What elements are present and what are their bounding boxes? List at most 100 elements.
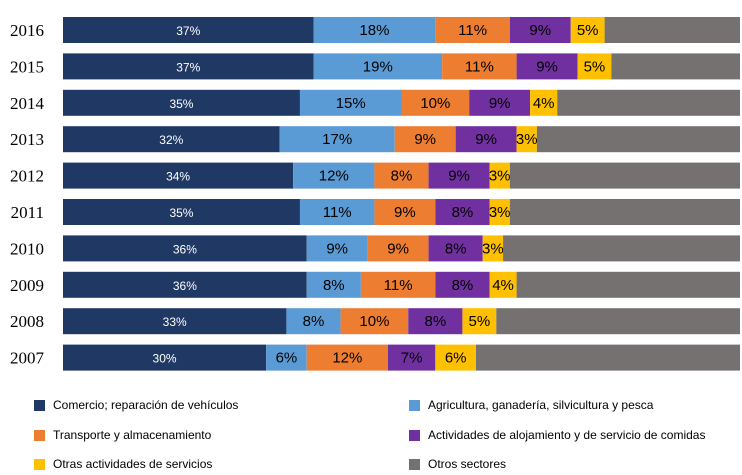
bar-segment (63, 126, 280, 153)
data-label: 6% (276, 350, 298, 367)
bar-segment (496, 308, 740, 335)
bar-segment (435, 199, 490, 225)
data-label: 8% (323, 277, 345, 294)
bar-segment (299, 199, 375, 225)
legend-item: Transporte y almacenamiento (34, 428, 211, 442)
legend-swatch (409, 458, 420, 470)
bar-segment (428, 235, 483, 262)
bar-segment (435, 344, 476, 371)
bar-segment (63, 344, 267, 371)
bar-row-2011: 2011 35% 11% 9% 8% 3% (11, 199, 740, 225)
data-label: 12% (332, 350, 362, 367)
bar-row-2009: 2009 36% 8% 11% 8% 4% (10, 271, 740, 298)
bar-segment (570, 17, 605, 43)
data-label: 35% (169, 206, 193, 220)
legend-item: Otros sectores (409, 457, 506, 471)
bar-segment (63, 235, 307, 262)
data-label: 36% (173, 242, 197, 256)
data-label: 10% (359, 313, 389, 330)
bar-segment (394, 126, 456, 153)
y-tick-label: 2016 (10, 21, 44, 40)
data-label: 4% (492, 277, 514, 294)
bar-segment (313, 53, 443, 80)
data-label: 6% (445, 350, 467, 367)
y-tick-label: 2007 (10, 349, 45, 368)
bar-segment (293, 162, 375, 189)
bar-segment (469, 89, 531, 116)
bar-segment (604, 17, 740, 43)
data-label: 5% (469, 313, 491, 330)
bar-segment (401, 89, 470, 116)
data-label: 5% (577, 22, 599, 39)
legend-label: Agricultura, ganadería, silvicultura y p… (428, 398, 654, 412)
data-label: 34% (166, 170, 190, 184)
bar-segment (442, 53, 517, 80)
bar-segment (306, 235, 368, 262)
bar-row-2014: 2014 35% 15% 10% 9% 4% (10, 89, 740, 116)
bar-segment (428, 162, 490, 189)
legend-item: Agricultura, ganadería, silvicultura y p… (409, 398, 653, 412)
legend-item: Comercio; reparación de vehículos (34, 398, 238, 412)
data-label: 7% (401, 350, 423, 367)
legend-item: Actividades de alojamiento y de servicio… (409, 428, 705, 442)
legend-label: Comercio; reparación de vehículos (53, 398, 239, 412)
data-label: 36% (173, 279, 197, 293)
bar-segment (367, 235, 429, 262)
data-label: 18% (359, 22, 389, 39)
y-tick-label: 2015 (10, 57, 44, 76)
bar-segment (313, 17, 436, 43)
data-label: 35% (169, 97, 193, 111)
bar-row-2012: 2012 34% 12% 8% 9% 3% (10, 162, 740, 189)
legend-swatch (409, 399, 420, 411)
bar-segment (266, 344, 307, 371)
bar-segment (455, 126, 517, 153)
data-label: 37% (176, 24, 200, 38)
data-label: 15% (336, 95, 366, 112)
bar-segment (63, 17, 314, 43)
bar-segment (509, 162, 740, 189)
bar-row-2008: 2008 33% 8% 10% 8% 5% (10, 308, 740, 335)
data-label: 8% (452, 204, 474, 221)
bar-row-2010: 2010 36% 9% 9% 8% 3% (10, 235, 740, 262)
bar-segment (306, 271, 361, 298)
y-tick-label: 2011 (11, 203, 44, 222)
bar-segment (503, 235, 740, 262)
data-label: 9% (414, 131, 436, 148)
bar-row-2016: 2016 37% 18% 11% 9% 5% (10, 17, 740, 43)
data-label: 9% (387, 240, 409, 257)
legend-label: Actividades de alojamiento y de servicio… (428, 428, 706, 442)
bar-segment (63, 89, 300, 116)
y-tick-label: 2014 (10, 94, 45, 113)
bar-segment (577, 53, 612, 80)
data-label: 8% (391, 168, 413, 185)
data-label: 30% (153, 352, 177, 366)
bar-segment (63, 271, 307, 298)
data-label: 11% (384, 277, 413, 294)
bar-segment (509, 17, 571, 43)
legend-swatch (34, 399, 45, 411)
bar-segment (63, 308, 287, 335)
data-label: 3% (489, 168, 511, 185)
data-label: 19% (363, 58, 393, 75)
y-tick-label: 2010 (10, 239, 44, 258)
data-label: 3% (482, 240, 504, 257)
bar-segment (482, 235, 504, 262)
data-label: 9% (394, 204, 416, 221)
data-label: 9% (326, 240, 348, 257)
data-label: 9% (448, 168, 470, 185)
y-tick-label: 2012 (10, 167, 44, 186)
data-label: 8% (425, 313, 447, 330)
legend-label: Otras actividades de servicios (53, 457, 213, 471)
data-label: 9% (475, 131, 497, 148)
bar-segment (374, 199, 436, 225)
data-label: 9% (489, 95, 511, 112)
stacked-bar-chart: 2016 37% 18% 11% 9% 5% 2015 37% 19% 11% 9% 5% 2014 35… (10, 17, 740, 371)
bar-segment (489, 162, 510, 189)
bar-segment (475, 344, 740, 371)
bar-segment (516, 271, 740, 298)
data-label: 11% (458, 22, 487, 39)
bar-segment (536, 126, 740, 153)
bar-segment (279, 126, 395, 153)
data-label: 4% (533, 95, 555, 112)
bar-segment (435, 271, 490, 298)
